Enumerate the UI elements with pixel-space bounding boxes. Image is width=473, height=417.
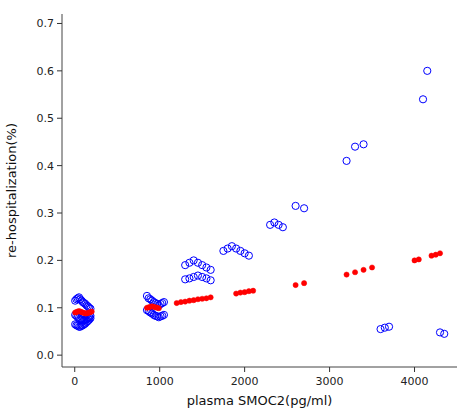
point [182, 262, 189, 269]
y-tick [57, 260, 62, 261]
point [233, 245, 240, 252]
point [279, 224, 286, 231]
point [360, 141, 367, 148]
point [207, 266, 214, 273]
y-tick [57, 307, 62, 308]
point [351, 143, 358, 150]
point [237, 247, 244, 254]
y-axis-line [62, 14, 63, 367]
x-axis-label: plasma SMOC2(pg/ml) [187, 393, 333, 408]
x-tick-label: 2000 [231, 375, 259, 388]
point [343, 157, 350, 164]
y-tick [57, 355, 62, 356]
point [208, 295, 213, 300]
plot-area [72, 67, 448, 337]
x-tick [159, 367, 160, 372]
point [207, 277, 214, 284]
y-tick [57, 23, 62, 24]
y-tick [57, 213, 62, 214]
point [436, 329, 443, 336]
point [419, 96, 426, 103]
point [437, 251, 442, 256]
point [203, 264, 210, 271]
point [160, 311, 167, 318]
point [300, 205, 307, 212]
point [194, 259, 201, 266]
point [361, 267, 366, 272]
point [344, 272, 349, 277]
y-tick-label: 0.0 [37, 349, 55, 362]
point [186, 275, 193, 282]
point [241, 250, 248, 257]
point [199, 262, 206, 269]
x-tick [414, 367, 415, 372]
point [89, 309, 94, 314]
y-tick-label: 0.6 [37, 65, 55, 78]
point [416, 257, 421, 262]
x-tick-label: 0 [71, 375, 78, 388]
point [199, 273, 206, 280]
series [72, 67, 448, 337]
y-tick-label: 0.5 [37, 112, 55, 125]
point [220, 247, 227, 254]
point [190, 257, 197, 264]
y-tick [57, 118, 62, 119]
y-tick [57, 70, 62, 71]
point [275, 221, 282, 228]
point [194, 272, 201, 279]
chart: 0 1000 2000 3000 4000 0.0 0.1 0.2 0.3 0.4 0.5 0.6 0.… [0, 0, 473, 417]
series [73, 251, 443, 316]
point [160, 298, 167, 305]
point [293, 282, 298, 287]
point [292, 202, 299, 209]
point [369, 265, 374, 270]
point [156, 306, 161, 311]
y-tick-label: 0.1 [37, 302, 55, 315]
x-axis-line [62, 367, 457, 368]
point [267, 221, 274, 228]
point [186, 259, 193, 266]
point [424, 67, 431, 74]
y-tick [57, 165, 62, 166]
point [224, 245, 231, 252]
y-tick-label: 0.7 [37, 17, 55, 30]
x-tick [244, 367, 245, 372]
x-tick-label: 4000 [401, 375, 429, 388]
point [190, 273, 197, 280]
point [203, 275, 210, 282]
point [271, 219, 278, 226]
point [352, 270, 357, 275]
point [385, 323, 392, 330]
point [245, 252, 252, 259]
y-axis-label: re-hospitalization(%) [4, 123, 19, 258]
point [377, 325, 384, 332]
x-tick [74, 367, 75, 372]
x-tick-label: 3000 [316, 375, 344, 388]
point [301, 281, 306, 286]
y-tick-label: 0.4 [37, 160, 55, 173]
y-tick-label: 0.3 [37, 207, 55, 220]
x-tick-label: 1000 [146, 375, 174, 388]
x-tick [329, 367, 330, 372]
point [251, 288, 256, 293]
point [228, 243, 235, 250]
y-tick-label: 0.2 [37, 254, 55, 267]
point [441, 330, 448, 337]
